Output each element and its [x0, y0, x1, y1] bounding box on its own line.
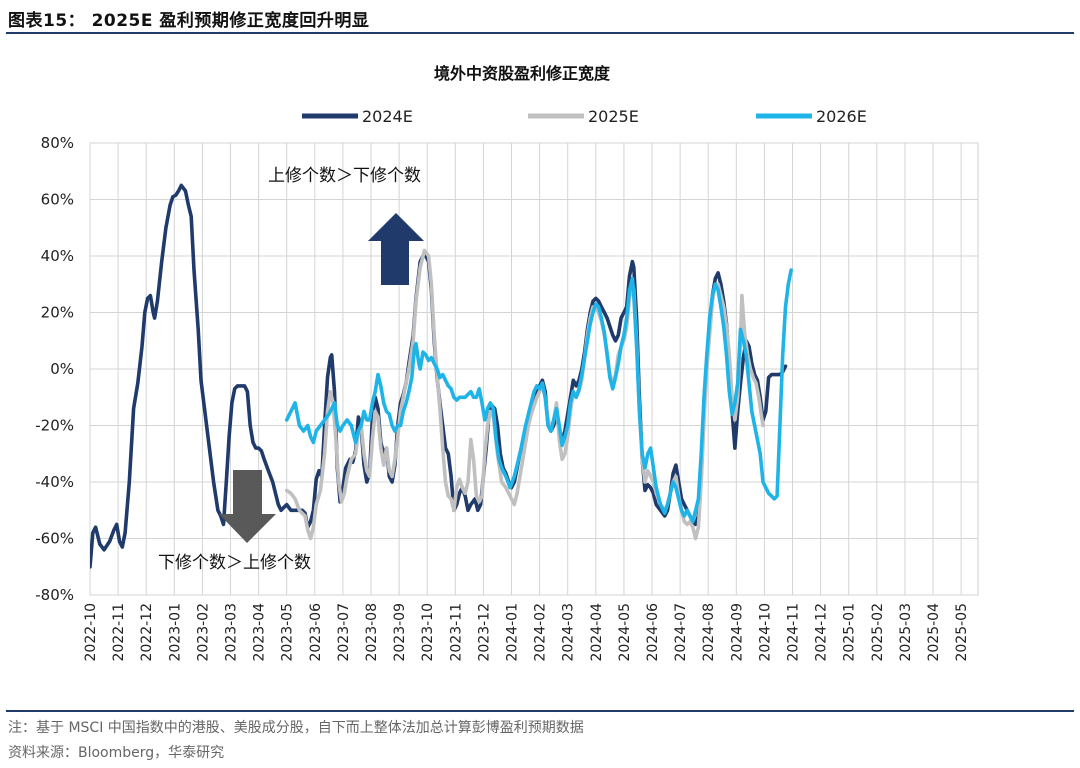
y-tick-label: 40% [41, 247, 74, 265]
x-tick-label: 2023-09 [392, 603, 408, 662]
footer-divider [6, 710, 1074, 712]
x-tick-label: 2023-01 [167, 603, 183, 662]
x-tick-label: 2023-08 [364, 603, 380, 662]
x-tick-label: 2024-01 [505, 603, 521, 662]
x-tick-label: 2023-04 [252, 603, 268, 662]
header-divider [6, 32, 1074, 34]
y-axis: -80% -60% -40% -20% 0% 20% 40% 60% 80% [35, 134, 74, 604]
x-tick-label: 2024-12 [814, 603, 830, 662]
y-tick-label: 80% [41, 134, 74, 152]
x-tick-label: 2022-10 [83, 603, 99, 662]
x-tick-label: 2023-02 [195, 603, 211, 662]
x-tick-label: 2024-10 [757, 603, 773, 662]
x-tick-label: 2025-04 [926, 603, 942, 662]
figure-title: 图表15： 2025E 盈利预期修正宽度回升明显 [8, 11, 370, 31]
x-tick-label: 2023-07 [336, 603, 352, 662]
chart-legend: 2024E 2025E 2026E [302, 107, 867, 126]
series-line-2025e [284, 248, 765, 541]
series-line-2026e [284, 268, 793, 524]
x-tick-label: 2025-01 [842, 603, 858, 662]
annotation-downgrade-text: 下修个数＞上修个数 [158, 553, 311, 573]
footnote: 注：基于 MSCI 中国指数中的港股、美股成分股，自下而上整体法加总计算彭博盈利… [8, 720, 584, 736]
legend-label-2024e: 2024E [362, 107, 413, 126]
legend-label-2026e: 2026E [816, 107, 867, 126]
x-tick-label: 2022-12 [139, 603, 155, 662]
x-tick-label: 2024-05 [617, 603, 633, 662]
x-tick-label: 2024-07 [673, 603, 689, 662]
x-tick-label: 2025-03 [898, 603, 914, 662]
y-tick-label: 60% [41, 191, 74, 209]
x-tick-label: 2023-03 [224, 603, 240, 662]
x-axis: 2022-10 2022-11 2022-12 2023-01 2023-02 2023-… [83, 603, 970, 662]
x-tick-label: 2024-02 [533, 603, 549, 662]
y-tick-label: 0% [50, 360, 74, 378]
x-tick-label: 2023-11 [448, 603, 464, 662]
down-arrow-icon [219, 470, 276, 543]
x-tick-label: 2023-12 [476, 603, 492, 662]
plot-area [90, 183, 793, 569]
x-tick-label: 2024-06 [645, 603, 661, 662]
up-arrow-icon [368, 213, 424, 285]
x-tick-label: 2024-04 [589, 603, 605, 662]
x-tick-label: 2025-02 [870, 603, 886, 662]
x-tick-label: 2024-03 [561, 603, 577, 662]
x-tick-label: 2024-08 [701, 603, 717, 662]
x-tick-label: 2023-10 [420, 603, 436, 662]
y-tick-label: -20% [35, 417, 74, 435]
earnings-revision-chart: 境外中资股盈利修正宽度 2024E 2025E 2026E -80% -60% -40%… [35, 64, 979, 662]
x-tick-label: 2024-11 [786, 603, 802, 662]
y-tick-label: -40% [35, 473, 74, 491]
x-tick-label: 2024-09 [729, 603, 745, 662]
legend-label-2025e: 2025E [588, 107, 639, 126]
y-tick-label: -80% [35, 586, 74, 604]
y-tick-label: 20% [41, 304, 74, 322]
chart-title: 境外中资股盈利修正宽度 [434, 64, 611, 83]
x-tick-label: 2022-11 [111, 603, 127, 662]
grid-lines [89, 142, 979, 596]
x-tick-label: 2025-05 [954, 603, 970, 662]
y-tick-label: -60% [35, 530, 74, 548]
source-note: 资料来源：Bloomberg，华泰研究 [8, 745, 225, 761]
x-tick-label: 2023-05 [280, 603, 296, 662]
x-tick-label: 2023-06 [308, 603, 324, 662]
annotation-upgrade-text: 上修个数＞下修个数 [268, 166, 421, 186]
